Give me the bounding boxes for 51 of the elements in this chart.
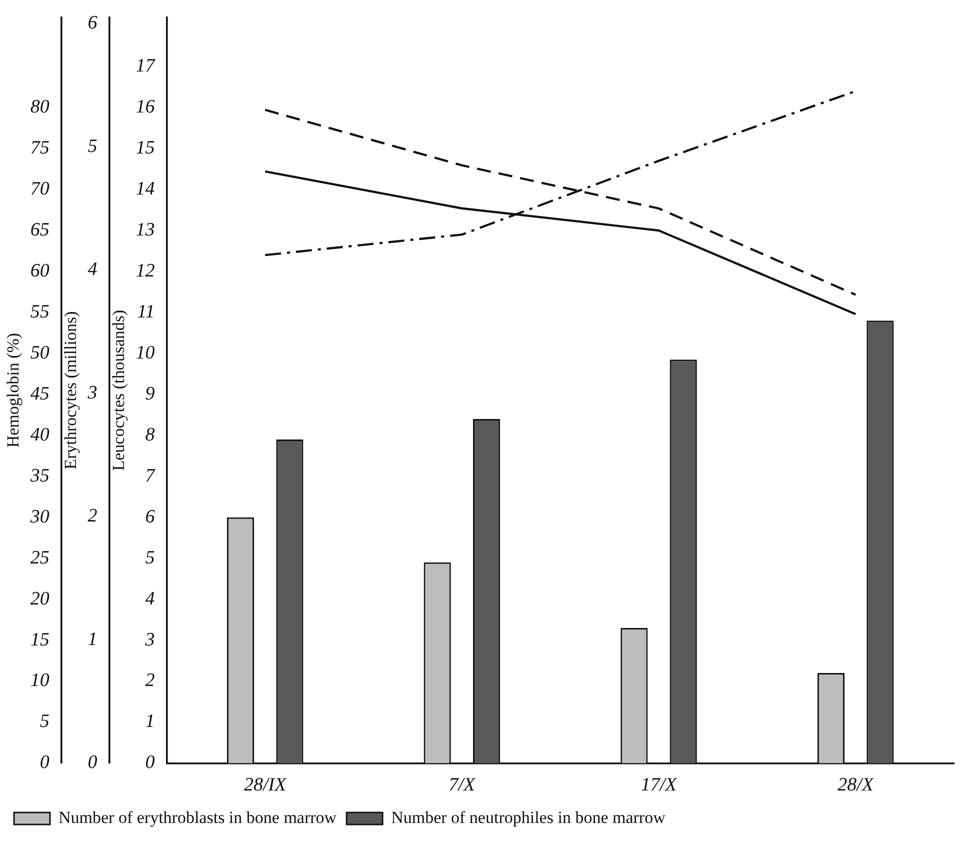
- y2-tick-label: 2: [88, 506, 98, 527]
- y3-tick-label: 10: [136, 342, 156, 364]
- y3-tick-label: 2: [145, 670, 156, 692]
- y3-tick-label: 8: [145, 424, 156, 446]
- y3-tick-label: 16: [136, 96, 156, 118]
- y3-tick-label: 7: [145, 465, 156, 486]
- legend-label: Number of neutrophiles in bone marrow: [391, 808, 666, 827]
- y3-tick-label: 6: [145, 506, 156, 528]
- y3-tick-label: 12: [136, 260, 156, 282]
- y-tick-label: 65: [30, 219, 50, 240]
- y3-tick-label: 11: [137, 301, 155, 322]
- y3-tick-label: 17: [136, 56, 156, 77]
- y-tick-label: 70: [30, 178, 50, 200]
- y-tick-label: 25: [30, 547, 50, 568]
- y3-tick-label: 9: [145, 383, 156, 404]
- y3-tick-label: 1: [145, 711, 155, 732]
- x-tick-label: 17/X: [640, 774, 678, 796]
- y3-tick-label: 0: [145, 752, 156, 774]
- y-tick-label: 35: [29, 465, 50, 486]
- y-tick-label: 60: [30, 260, 50, 282]
- y-tick-label: 5: [40, 711, 50, 732]
- y-tick-label: 10: [30, 670, 50, 692]
- x-tick-label: 28/X: [838, 774, 875, 796]
- y3-tick-label: 15: [136, 138, 155, 159]
- y2-tick-label: 5: [88, 136, 98, 157]
- y2-tick-label: 3: [86, 382, 98, 404]
- y-tick-label: 55: [30, 301, 50, 322]
- y-tick-label: 20: [30, 588, 50, 610]
- y3-tick-label: 3: [144, 629, 155, 650]
- y-tick-label: 75: [30, 138, 50, 159]
- y2-axis-title: Erythrocytes (millions): [61, 311, 80, 470]
- y-tick-label: 15: [30, 629, 50, 650]
- y-tick-label: 30: [29, 506, 50, 528]
- y-tick-label: 50: [30, 342, 50, 364]
- y3-tick-label: 14: [136, 178, 156, 200]
- y2-tick-label: 1: [88, 628, 98, 650]
- y2-tick-label: 4: [88, 259, 98, 280]
- y3-tick-label: 4: [145, 588, 156, 610]
- y-tick-label: 45: [30, 383, 50, 404]
- y3-tick-label: 13: [136, 219, 155, 240]
- y-tick-label: 0: [40, 752, 50, 774]
- y2-tick-label: 0: [88, 752, 98, 774]
- y-axis-title: Hemoglobin (%): [4, 332, 23, 448]
- y3-tick-label: 5: [145, 547, 155, 568]
- x-tick-label: 7/X: [448, 774, 477, 796]
- x-tick-label: 28/IX: [244, 774, 288, 796]
- legend-label: Number of erythroblasts in bone marrow: [58, 808, 338, 827]
- y2-tick-label: 6: [88, 12, 98, 34]
- y-tick-label: 40: [30, 424, 50, 446]
- y3-axis-title: Leucocytes (thousands): [108, 310, 128, 471]
- y-tick-label: 80: [30, 96, 50, 118]
